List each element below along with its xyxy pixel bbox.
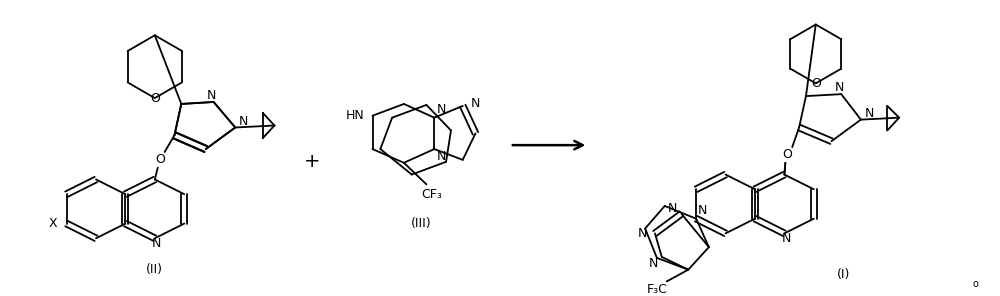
Text: N: N <box>865 107 874 120</box>
Text: N: N <box>835 81 844 94</box>
Text: (II): (II) <box>146 263 163 276</box>
Text: N: N <box>436 103 446 116</box>
Text: N: N <box>436 150 446 163</box>
Text: N: N <box>207 89 216 102</box>
Text: N: N <box>152 237 161 250</box>
Text: X: X <box>49 217 57 230</box>
Text: O: O <box>782 148 792 161</box>
Text: N: N <box>239 115 249 128</box>
Text: (I): (I) <box>837 268 850 281</box>
Text: O: O <box>811 77 821 90</box>
Text: HN: HN <box>346 109 365 122</box>
Text: N: N <box>782 232 791 245</box>
Text: o: o <box>973 279 979 289</box>
Text: N: N <box>668 202 677 215</box>
Text: N: N <box>698 204 707 217</box>
Text: F₃C: F₃C <box>646 283 667 296</box>
Text: (III): (III) <box>411 217 432 230</box>
Text: N: N <box>638 227 647 240</box>
Text: CF₃: CF₃ <box>421 188 442 201</box>
Text: O: O <box>155 153 165 166</box>
Text: N: N <box>649 257 658 270</box>
Text: O: O <box>150 91 160 104</box>
Text: +: + <box>303 152 320 171</box>
Text: N: N <box>471 97 480 110</box>
